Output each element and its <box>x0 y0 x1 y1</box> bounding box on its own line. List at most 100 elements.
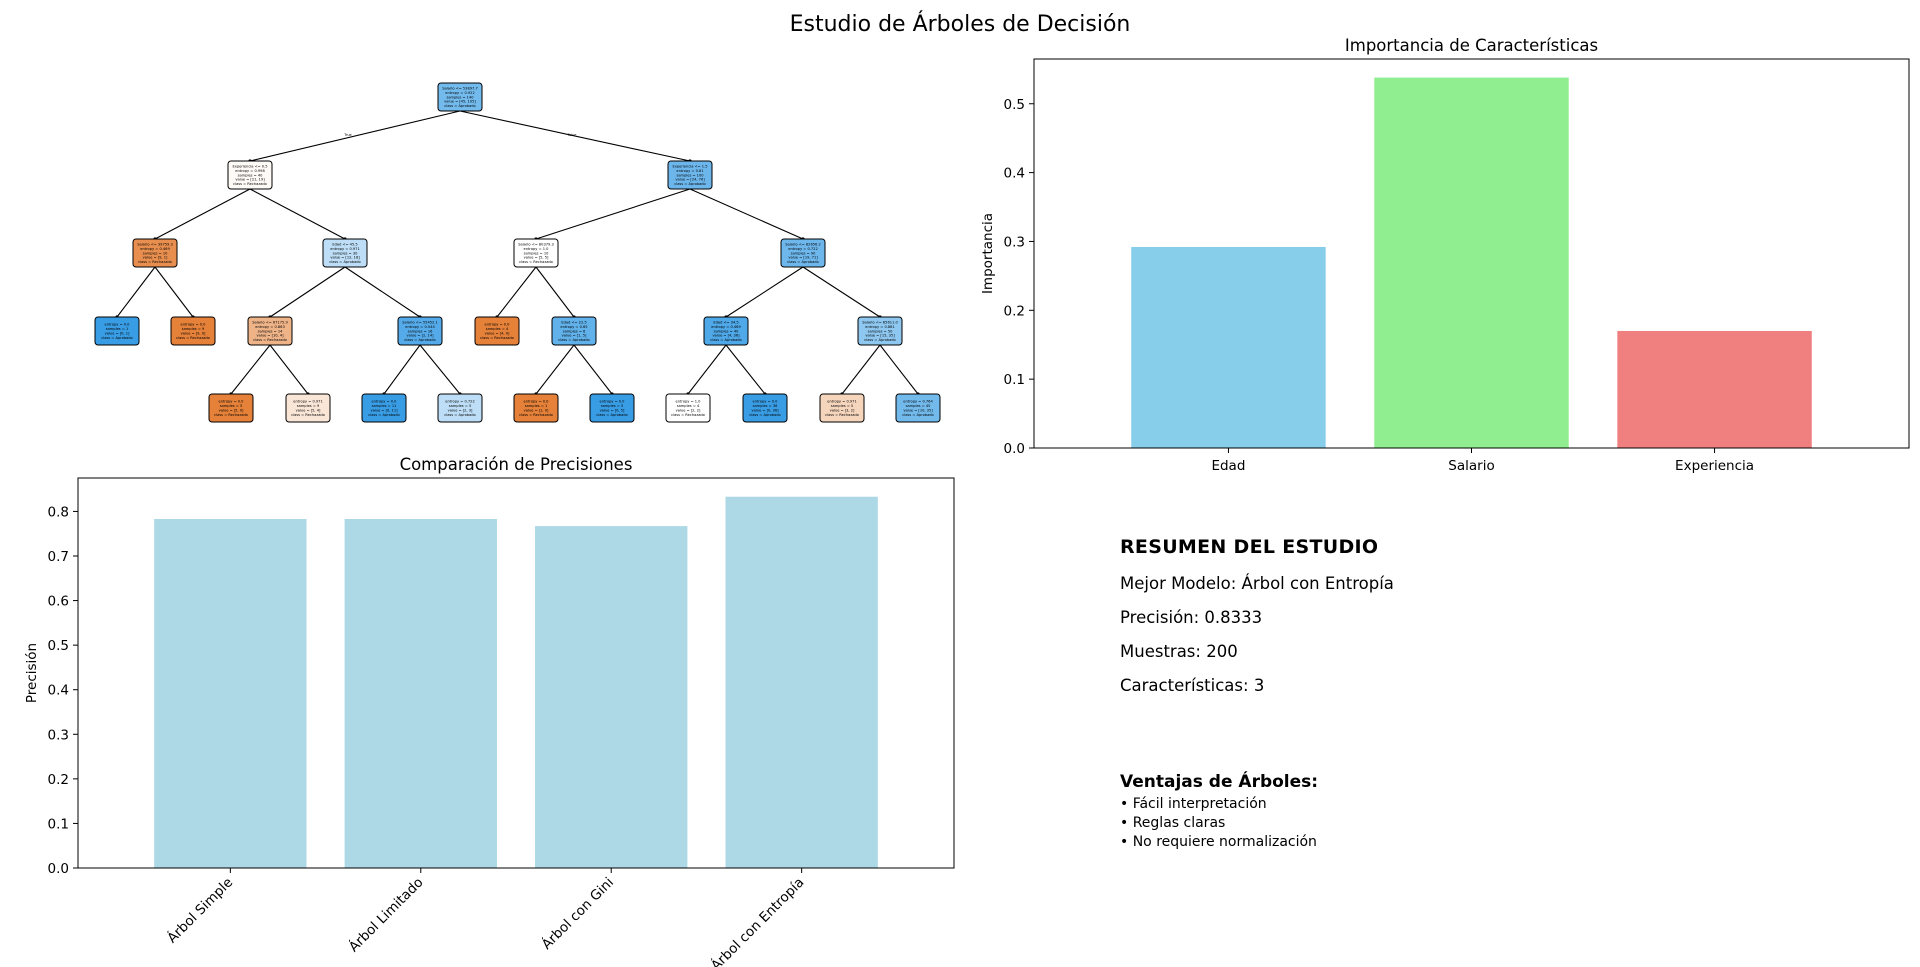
tree-node-text: class = Aprobado <box>329 260 361 264</box>
tree-edge <box>269 344 309 395</box>
tree-node-text: value = [1, 0] <box>524 409 549 413</box>
tree-node-text: value = [0, 11] <box>370 409 398 413</box>
tree-node-text: entropy = 0.998 <box>235 169 265 173</box>
tree-node-text: class = Rechazado <box>138 260 172 264</box>
tree-edge <box>879 344 919 395</box>
y-tick-label: 0.1 <box>48 816 69 832</box>
tree-node-text: class = Aprobado <box>787 260 819 264</box>
tree-node-text: entropy = 0.922 <box>445 91 475 95</box>
study-summary: RESUMEN DEL ESTUDIO Mejor Modelo: Árbol … <box>1120 536 1394 710</box>
tree-node-box <box>742 393 788 423</box>
tree-node-text: entropy = 0.722 <box>445 400 475 404</box>
tree-node-text: samples = 36 <box>753 404 779 408</box>
tree-node-text: samples = 4 <box>677 404 700 408</box>
tree-edge <box>459 110 691 162</box>
y-tick-label: 0.3 <box>48 727 69 743</box>
tree-edge <box>535 266 575 318</box>
tree-node-text: Salario <= 67175.9 <box>252 321 288 325</box>
tree-node-text: samples = 14 <box>258 329 284 333</box>
advantage-item: • No requiere normalización <box>1120 834 1317 850</box>
tree-node-text: samples = 5 <box>601 404 624 408</box>
bar <box>1374 77 1569 448</box>
tree-node-box <box>895 393 941 423</box>
tree-node-text: entropy = 1.0 <box>676 400 702 404</box>
tree-edge <box>725 266 804 318</box>
tree-node-text: samples = 10 <box>143 251 169 255</box>
tree-edge <box>344 266 421 318</box>
tree-node-text: value = [0, 36] <box>751 409 779 413</box>
tree-node-text: value = [21, 19] <box>235 178 265 182</box>
tree-node-text: entropy = 0.0 <box>753 400 779 404</box>
tree-node-text: Edad <= 34.5 <box>713 321 738 325</box>
x-tick-label: Árbol con Gini <box>538 874 617 953</box>
y-tick-label: 0.7 <box>48 549 69 565</box>
tree-edge <box>269 266 346 318</box>
figure-title: Estudio de Árboles de Decisión <box>789 12 1131 37</box>
tree-node-box <box>132 238 178 268</box>
tree-edge <box>154 188 251 240</box>
tree-node-box <box>170 316 216 346</box>
summary-best-model: Mejor Modelo: Árbol con Entropía <box>1120 574 1394 593</box>
tree-node-text: value = [5, 5] <box>524 256 549 260</box>
bar <box>1617 330 1812 448</box>
bar <box>535 526 688 868</box>
tree-node-text: samples = 1 <box>106 327 129 331</box>
tree-node-text: entropy = 0.0 <box>485 323 511 327</box>
tree-node-text: value = [4, 36] <box>712 334 740 338</box>
tree-node-text: samples = 4 <box>486 327 509 331</box>
tree-node-text: samples = 5 <box>449 404 472 408</box>
tree-node-text: class = Rechazado <box>291 413 325 417</box>
tree-node-text: samples = 10 <box>524 251 550 255</box>
tree-node-text: class = Rechazado <box>480 336 514 340</box>
bar <box>344 519 497 868</box>
tree-edge <box>535 344 575 395</box>
tree-edge <box>689 188 804 240</box>
tree-node-text: entropy = 0.0 <box>219 400 245 404</box>
tree-node-text: value = [2, 2] <box>676 409 701 413</box>
tree-node-box <box>247 316 293 346</box>
tree-node-text: Experiencia <= 1.5 <box>672 165 707 169</box>
tree-node-text: class = Rechazado <box>214 413 248 417</box>
tree-node-text: entropy = 0.469 <box>140 247 170 251</box>
tree-node-text: samples = 9 <box>297 404 320 408</box>
tree-node-box <box>397 316 443 346</box>
tree-node-text: entropy = 0.971 <box>827 400 857 404</box>
tree-node-text: samples = 11 <box>372 404 397 408</box>
y-tick-label: 0.0 <box>48 861 69 877</box>
tree-node-text: class = Rechazado <box>519 260 553 264</box>
tree-node-text: samples = 6 <box>563 329 586 333</box>
tree-node-text: class = Aprobado <box>710 338 742 342</box>
tree-node-text: value = [0, 5] <box>600 409 625 413</box>
tree-node-text: samples = 30 <box>333 251 359 255</box>
tree-node-text: Edad <= 22.5 <box>561 321 586 325</box>
tree-node-text: entropy = 0.469 <box>711 325 741 329</box>
tree-edge <box>249 110 461 162</box>
y-tick-label: 0.8 <box>48 504 69 520</box>
tree-node-text: entropy = 0.764 <box>903 400 933 404</box>
tree-edge <box>535 188 691 240</box>
tree-node-text: entropy = 0.863 <box>255 325 285 329</box>
tree-node-box <box>857 316 903 346</box>
tree-node-text: samples = 45 <box>906 404 931 408</box>
tree-edge <box>725 344 766 395</box>
tree-node-text: value = [24, 76] <box>675 178 705 182</box>
tree-edge <box>573 344 613 395</box>
tree-node-box <box>665 393 711 423</box>
edge-label-true: True <box>343 133 351 137</box>
tree-node-box <box>285 393 331 423</box>
advantage-item: • Reglas claras <box>1120 815 1226 831</box>
tree-edge <box>802 266 881 318</box>
tree-node-text: class = Aprobado <box>749 413 781 417</box>
edge-label-false: False <box>568 133 577 137</box>
tree-edge <box>154 266 194 318</box>
